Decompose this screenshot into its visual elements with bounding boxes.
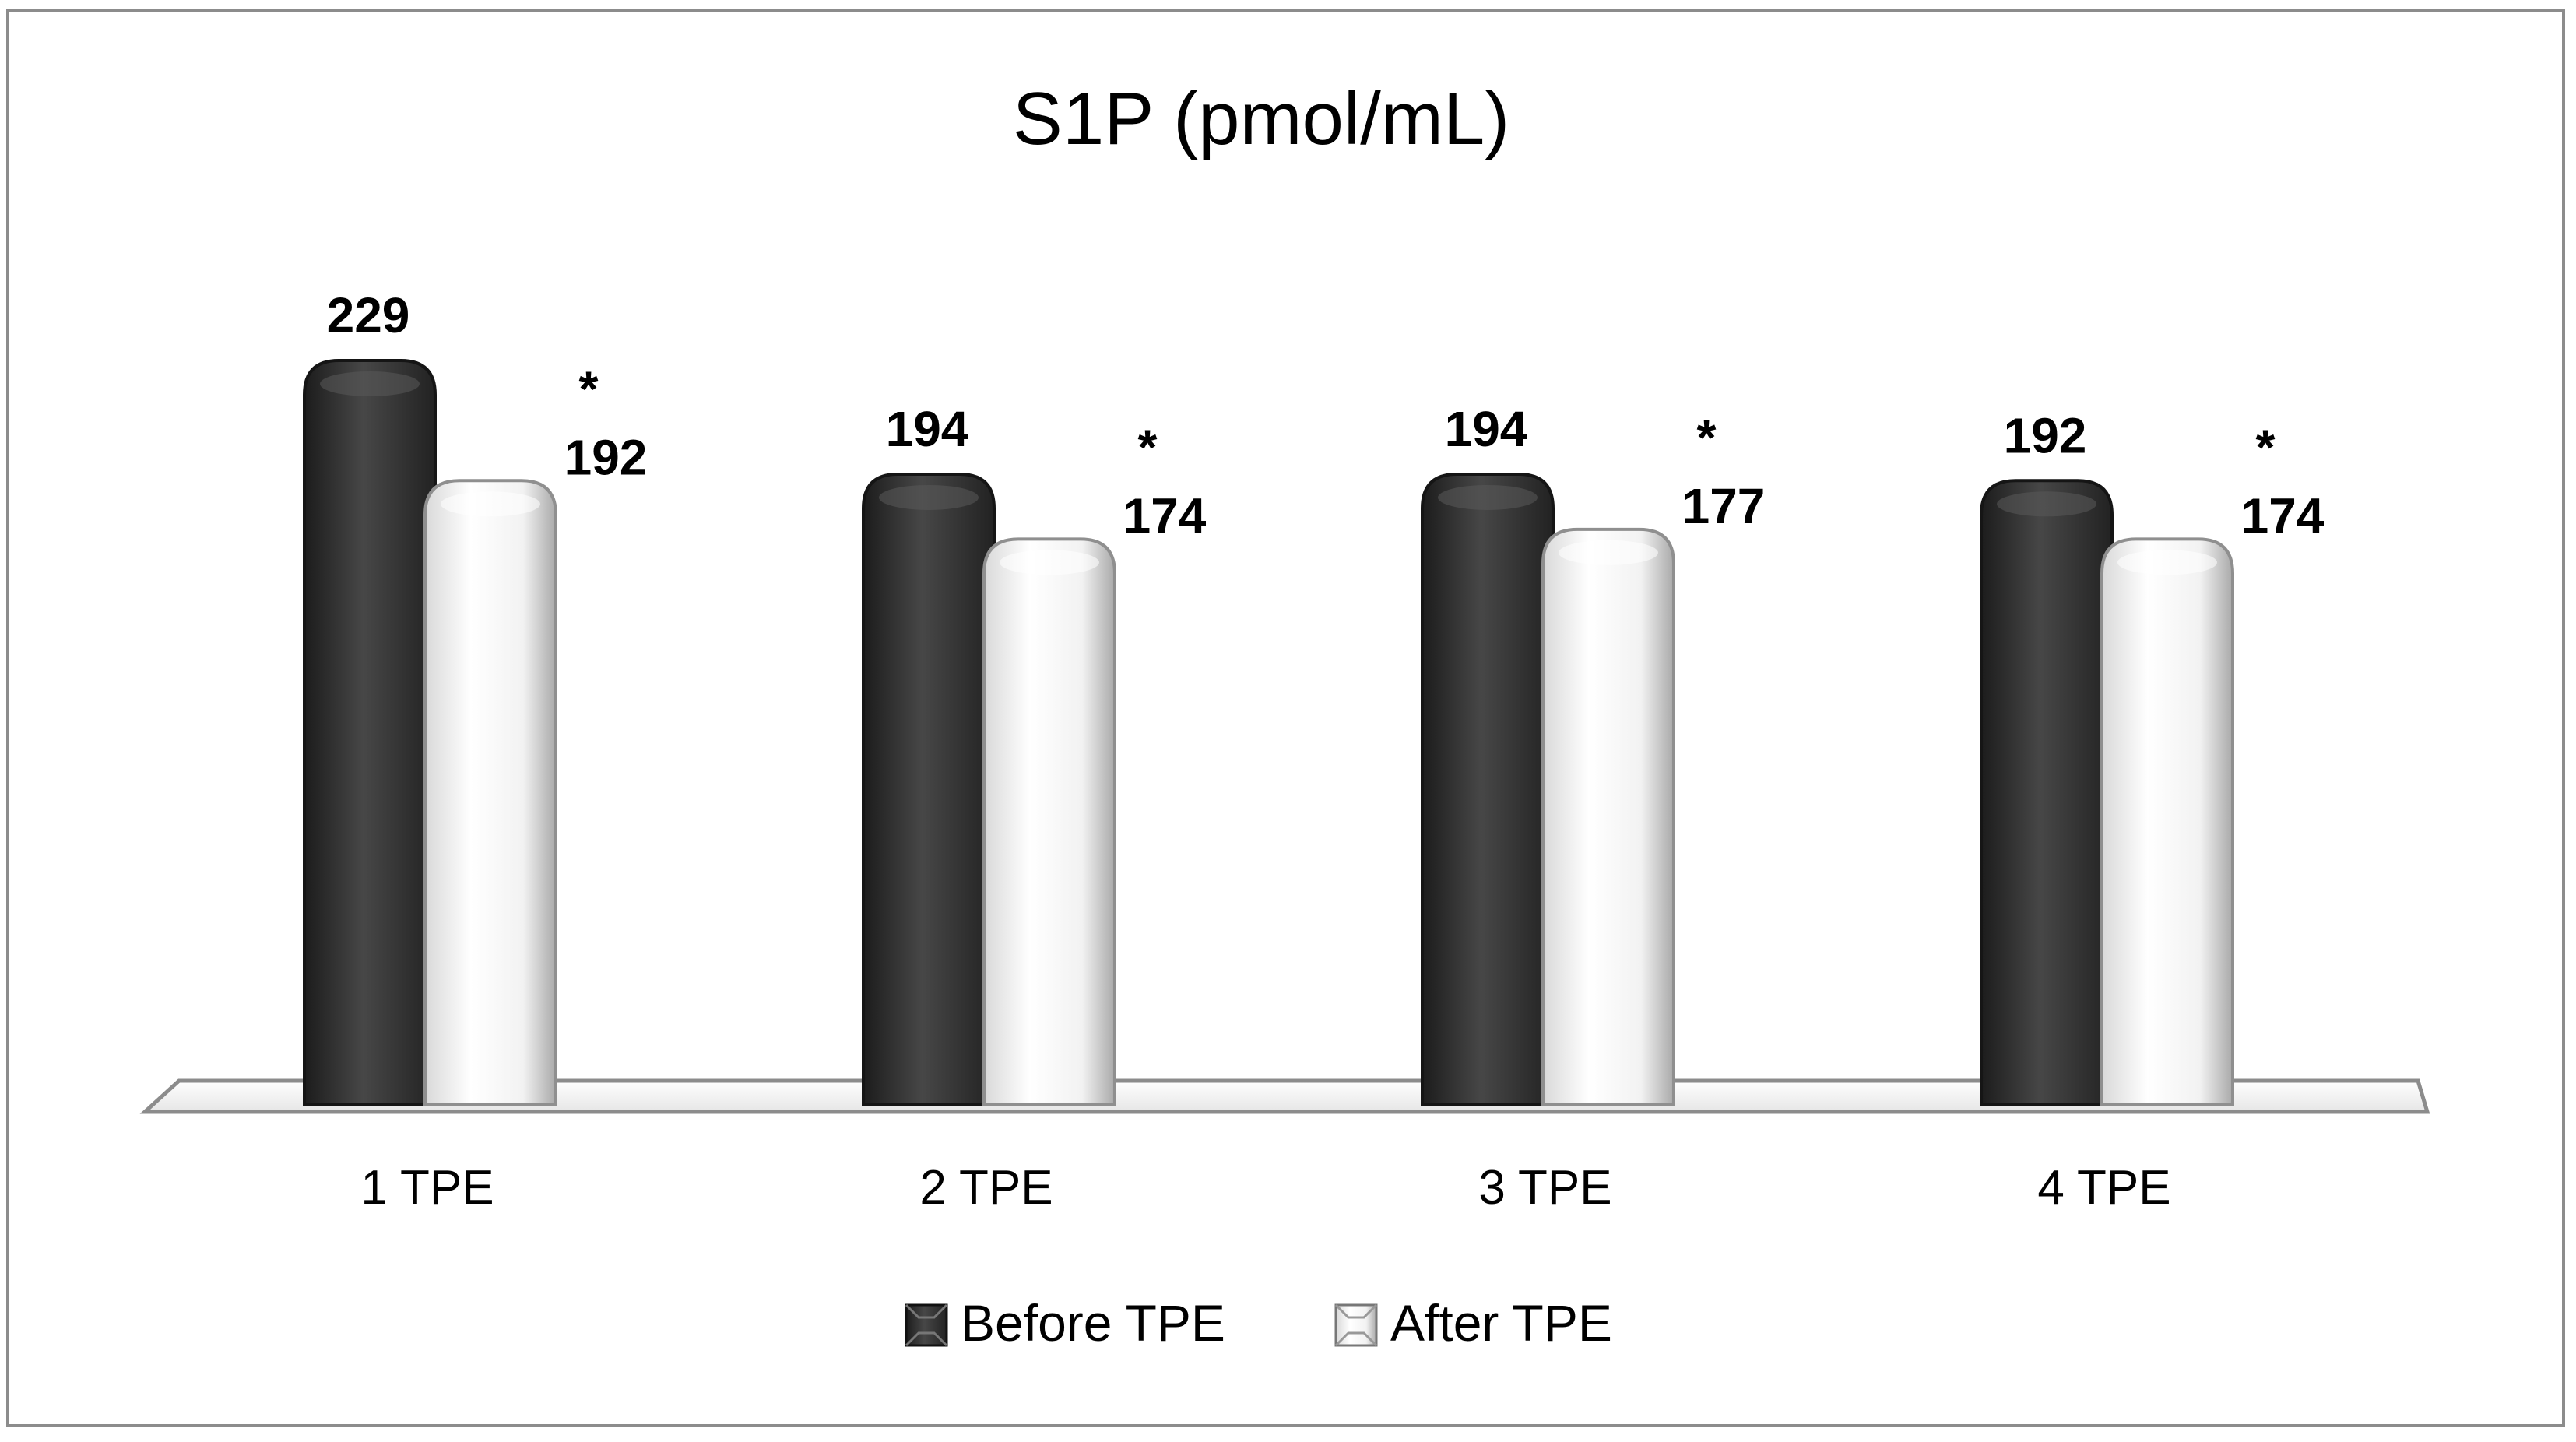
value-label-before-tpe-4: 192 (2004, 407, 2087, 463)
bar-before-tpe-4 (1980, 479, 2114, 1106)
bar-cap-1-1 (320, 371, 420, 396)
value-label-after-tpe-2: 174 (1123, 487, 1207, 543)
chart-floor (139, 1078, 2430, 1114)
bar-cap-2-1 (441, 491, 540, 517)
value-label-after-tpe-3: 177 (1682, 478, 1766, 534)
bar-after-tpe-1 (423, 479, 557, 1106)
legend-label-after: After TPE (1390, 1294, 1612, 1352)
significance-marker-3: * (1697, 410, 1717, 466)
value-label-before-tpe-2: 194 (886, 401, 969, 457)
significance-marker-1: * (579, 360, 599, 417)
value-label-after-tpe-4: 174 (2241, 487, 2325, 543)
bar-before-tpe-1 (303, 359, 437, 1106)
bar-cap-1-3 (1438, 484, 1538, 510)
bar-before-tpe-2 (862, 472, 996, 1106)
legend-swatch-before-bevel (905, 1303, 948, 1347)
bar-cap-1-4 (1997, 491, 2096, 517)
legend-label-before: Before TPE (961, 1294, 1225, 1352)
significance-marker-4: * (2256, 419, 2276, 475)
bar-after-tpe-4 (2100, 537, 2234, 1106)
bar-cap-2-2 (1000, 550, 1099, 575)
x-tick-label-3: 3 TPE (1478, 1161, 1611, 1215)
x-tick-label-2: 2 TPE (919, 1161, 1053, 1215)
x-tick-label-1: 1 TPE (360, 1161, 494, 1215)
legend-swatch-after-bevel (1334, 1303, 1378, 1347)
legend: Before TPE After TPE (905, 1294, 1612, 1352)
bar-cap-1-2 (879, 484, 979, 510)
bar-after-tpe-3 (1541, 527, 1675, 1106)
bar-cap-2-4 (2117, 550, 2217, 575)
bar-cap-2-3 (1559, 540, 1658, 565)
x-tick-label-4: 4 TPE (2037, 1161, 2170, 1215)
bar-after-tpe-2 (982, 537, 1116, 1106)
chart-title: S1P (pmol/mL) (1013, 77, 1509, 160)
value-label-after-tpe-1: 192 (564, 429, 648, 485)
value-label-before-tpe-3: 194 (1445, 401, 1528, 457)
bar-before-tpe-3 (1421, 472, 1555, 1106)
value-label-before-tpe-1: 229 (327, 287, 410, 343)
significance-marker-2: * (1138, 419, 1158, 475)
